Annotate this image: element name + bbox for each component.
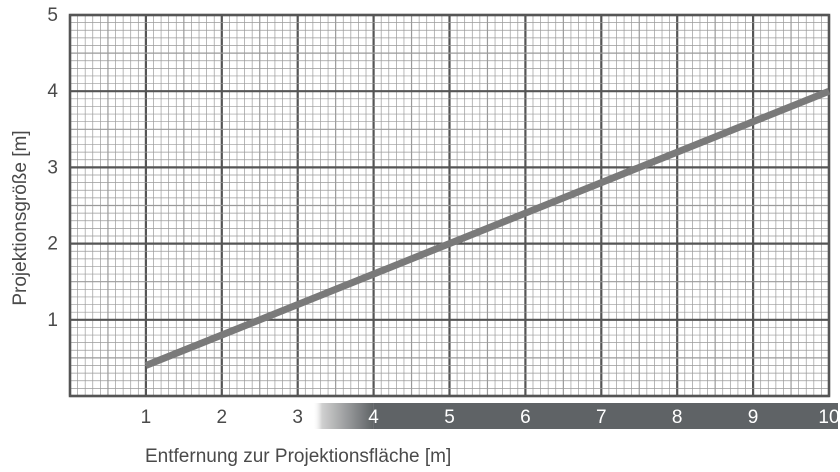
chart-grid xyxy=(68,13,831,398)
y-tick-label: 3 xyxy=(47,157,58,178)
x-tick-label: 5 xyxy=(444,407,455,428)
y-tick-label: 5 xyxy=(47,5,58,26)
x-axis-label: Entfernung zur Projektionsfläche [m] xyxy=(145,446,451,467)
y-tick-label: 4 xyxy=(47,81,58,102)
x-tick-label: 10 xyxy=(818,407,839,428)
plot-frame xyxy=(68,13,831,398)
x-axis-ticks: 1 2 3 4 5 6 7 8 9 10 xyxy=(141,407,840,428)
x-tick-label: 1 xyxy=(141,407,152,428)
range-band-fade xyxy=(312,403,374,429)
series-line xyxy=(144,87,831,369)
x-tick-label: 7 xyxy=(596,407,607,428)
data-series xyxy=(144,87,831,369)
distance-range-band xyxy=(312,403,838,429)
x-tick-label: 3 xyxy=(292,407,303,428)
range-band-solid xyxy=(373,403,838,429)
x-tick-label: 9 xyxy=(748,407,759,428)
x-tick-label: 8 xyxy=(672,407,683,428)
x-tick-label: 2 xyxy=(217,407,228,428)
y-axis-label: Projektionsgröße [m] xyxy=(10,130,31,305)
y-axis-ticks: 1 2 3 4 5 xyxy=(47,5,58,331)
y-tick-label: 2 xyxy=(47,234,58,255)
y-tick-label: 1 xyxy=(47,310,58,331)
x-tick-label: 4 xyxy=(368,407,379,428)
x-tick-label: 6 xyxy=(520,407,531,428)
